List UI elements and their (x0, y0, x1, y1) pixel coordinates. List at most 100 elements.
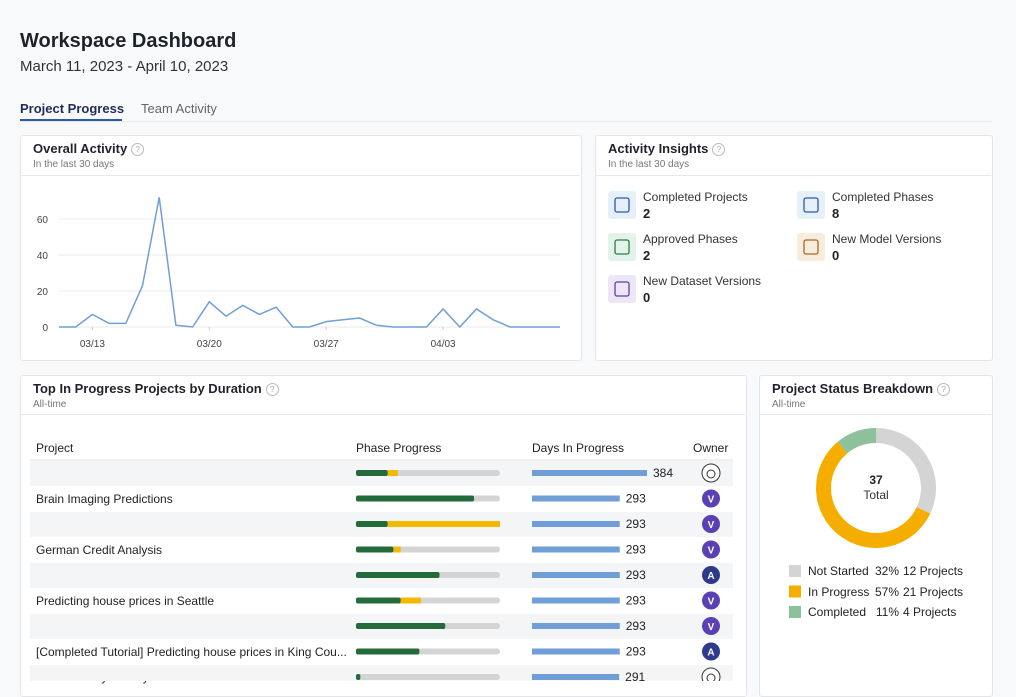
insight-label: Completed Phases (832, 190, 934, 204)
owner-avatar (701, 463, 721, 483)
date-range: March 11, 2023 - April 10, 2023 (20, 58, 229, 75)
insight-icon (608, 233, 636, 261)
title-text: Top In Progress Projects by Duration (33, 381, 262, 396)
phase-completed (356, 623, 446, 629)
days-label: 293 (626, 492, 646, 506)
days-label: 293 (626, 594, 646, 608)
donut-total: 37 (869, 473, 883, 487)
days-bar (532, 495, 620, 502)
owner-initial: V (708, 597, 715, 608)
card-title: Overall Activity? (33, 141, 145, 156)
owner-initial: V (708, 622, 715, 633)
donut-total-label: Total (863, 488, 888, 502)
divider (760, 414, 991, 415)
insight-icon (797, 233, 825, 261)
project-name: [Completed Tutorial] Predicting house pr… (36, 644, 347, 659)
legend-count: 12 Projects (903, 564, 964, 578)
owner-avatar (702, 489, 720, 508)
activity-line (59, 197, 560, 329)
phase-completed (356, 648, 420, 655)
project-name: Brain Imaging Predictions (36, 491, 173, 506)
phase-completed (356, 597, 401, 604)
legend-swatch (789, 565, 801, 577)
owner-avatar (701, 667, 721, 681)
insight-icon-glyph (803, 239, 819, 255)
legend-percent: 57% (874, 584, 899, 599)
insight-icon-glyph (614, 197, 630, 213)
tab-indicator (20, 119, 122, 121)
phase-in-progress (400, 597, 421, 604)
title-text: Activity Insights (608, 141, 709, 156)
owner-initial: A (707, 571, 714, 582)
card-subtitle: All-time (772, 399, 806, 410)
column-header: Owner (693, 441, 729, 455)
days-bar (532, 648, 620, 655)
donut-segment (816, 441, 931, 548)
insight-icon (797, 191, 825, 219)
legend-name: Not Started (808, 564, 869, 578)
x-tick-label: 03/20 (197, 339, 222, 350)
divider (21, 175, 580, 176)
tab[interactable]: Team Activity (141, 101, 217, 116)
insight-label: New Model Versions (832, 232, 942, 246)
owner-avatar (702, 515, 720, 533)
legend-name: In Progress (808, 584, 870, 599)
legend-swatch (789, 585, 801, 598)
card-title: Top In Progress Projects by Duration? (33, 381, 279, 396)
phase-completed (356, 521, 388, 527)
legend-percent: 11% (875, 605, 899, 619)
legend-count: 21 Projects (903, 584, 964, 599)
insight-value: 0 (832, 248, 840, 263)
y-tick-label: 40 (37, 251, 49, 262)
days-bar (532, 597, 620, 604)
owner-initial: V (708, 520, 715, 531)
insight-value: 2 (643, 248, 651, 263)
column-header: Phase Progress (356, 441, 442, 455)
days-bar (532, 623, 620, 629)
owner-avatar (702, 566, 720, 584)
insight-icon-glyph (803, 197, 819, 213)
phase-in-progress (387, 521, 500, 527)
legend-percent: 32% (874, 564, 899, 578)
tab[interactable]: Project Progress (20, 101, 125, 116)
owner-avatar (702, 617, 720, 635)
x-tick-label: 04/03 (431, 339, 456, 350)
column-header: Days In Progress (532, 441, 625, 455)
insight-icon-glyph (614, 239, 630, 255)
y-tick-label: 20 (37, 287, 49, 298)
insight-value: 8 (832, 206, 840, 221)
donut-segment (837, 428, 877, 454)
insight-label: New Dataset Versions (643, 274, 762, 288)
owner-initial: V (708, 546, 715, 557)
insight-icon (608, 275, 636, 303)
owner-face (706, 673, 716, 681)
days-label: 293 (626, 517, 646, 531)
phase-completed (356, 470, 388, 476)
y-tick-label: 0 (42, 323, 48, 334)
legend-swatch (789, 606, 801, 618)
card-subtitle: In the last 30 days (33, 159, 115, 170)
donut-segment (875, 428, 936, 514)
x-tick-label: 03/27 (314, 339, 339, 350)
page: Workspace Dashboard March 11, 2023 - Apr… (20, 30, 993, 697)
card-title: Project Status Breakdown? (772, 381, 951, 396)
days-bar (532, 470, 647, 476)
phase-completed (356, 674, 361, 680)
card-title: Activity Insights? (608, 141, 726, 156)
insight-label: Approved Phases (643, 232, 738, 246)
title-text: Project Status Breakdown (772, 381, 934, 396)
days-label: 384 (653, 466, 673, 480)
page-title: Workspace Dashboard (20, 30, 237, 52)
column-header: Project (36, 441, 74, 455)
legend-name: Completed (808, 605, 867, 619)
days-label: 293 (626, 568, 646, 582)
y-tick-label: 60 (37, 215, 49, 226)
phase-in-progress (387, 470, 398, 476)
x-tick-label: 03/13 (80, 339, 105, 350)
days-label: 293 (626, 619, 646, 633)
project-name: Predicting house prices in Seattle (36, 593, 215, 608)
days-bar (532, 521, 620, 527)
days-label: 291 (625, 670, 645, 681)
insight-label: Completed Projects (643, 190, 748, 204)
